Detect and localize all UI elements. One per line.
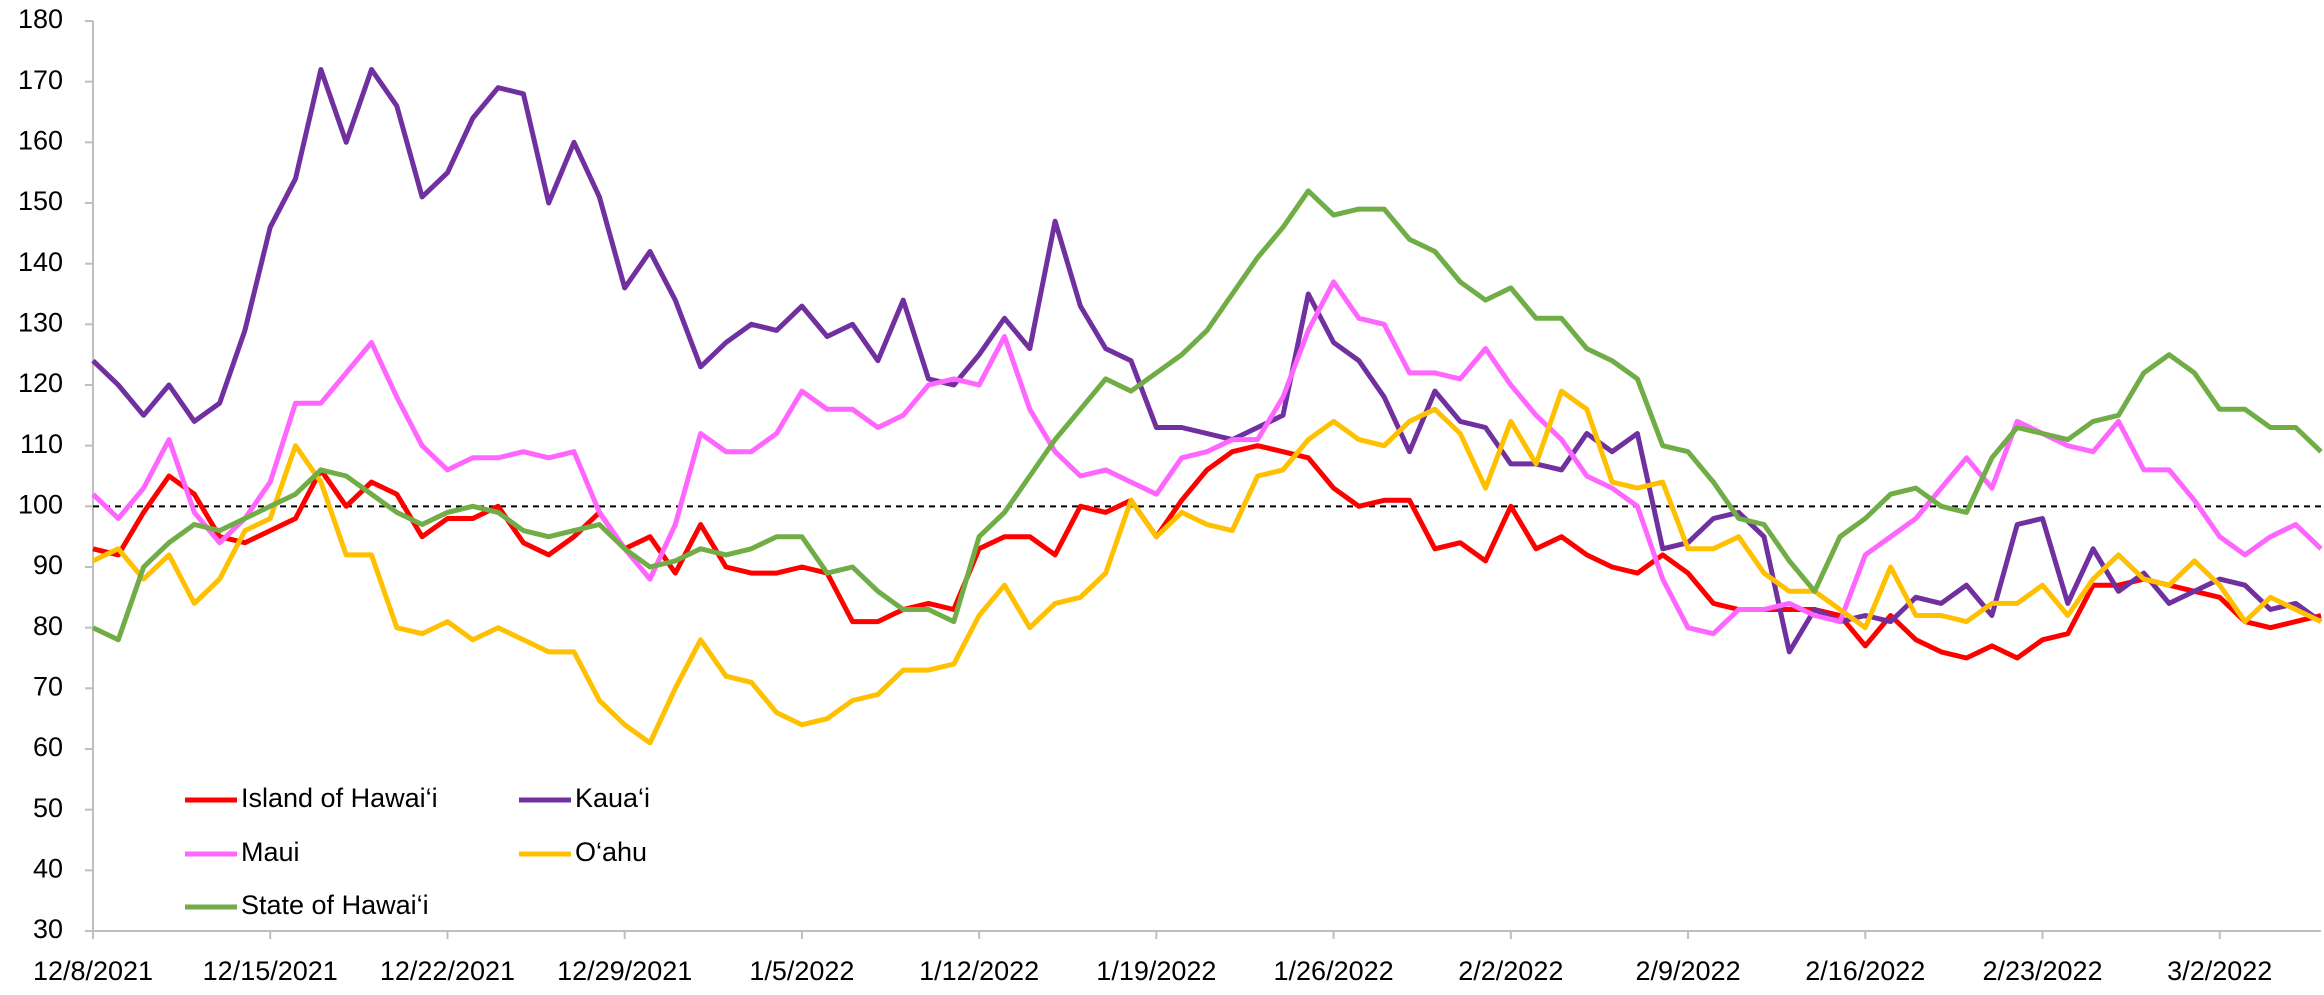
y-tick-label: 160 [18, 125, 63, 155]
x-tick-label: 1/12/2022 [919, 956, 1039, 986]
x-tick-label: 12/29/2021 [557, 956, 692, 986]
y-tick-label: 130 [18, 307, 63, 337]
y-tick-label: 80 [33, 611, 63, 641]
y-tick-label: 150 [18, 186, 63, 216]
x-tick-label: 1/19/2022 [1096, 956, 1216, 986]
y-tick-label: 60 [33, 732, 63, 762]
x-tick-label: 12/22/2021 [380, 956, 515, 986]
x-tick-label: 2/2/2022 [1458, 956, 1563, 986]
series-line [91, 388, 2323, 746]
y-tick-label: 50 [33, 793, 63, 823]
x-tick-label: 3/2/2022 [2167, 956, 2272, 986]
legend-label: Island of Hawai‘i [241, 783, 438, 813]
y-tick-label: 180 [18, 4, 63, 34]
series-line [91, 67, 2323, 655]
y-tick-label: 70 [33, 671, 63, 701]
legend-label: Kaua‘i [575, 783, 650, 813]
x-tick-label: 1/26/2022 [1274, 956, 1394, 986]
series-line [91, 188, 2323, 643]
legend-label: State of Hawai‘i [241, 890, 429, 920]
series-line [91, 279, 2323, 637]
x-tick-label: 2/9/2022 [1635, 956, 1740, 986]
y-tick-label: 170 [18, 65, 63, 95]
y-tick-label: 110 [20, 429, 63, 459]
y-tick-label: 140 [18, 247, 63, 277]
y-tick-label: 30 [33, 914, 63, 944]
x-tick-label: 12/8/2021 [33, 956, 153, 986]
x-tick-label: 2/16/2022 [1805, 956, 1925, 986]
x-tick-label: 1/5/2022 [749, 956, 854, 986]
y-tick-label: 90 [33, 550, 63, 580]
x-tick-label: 12/15/2021 [203, 956, 338, 986]
y-tick-label: 100 [18, 489, 63, 519]
y-tick-label: 40 [33, 853, 63, 883]
legend-label: Maui [241, 837, 300, 867]
y-tick-label: 120 [18, 368, 63, 398]
x-tick-label: 2/23/2022 [1982, 956, 2102, 986]
legend-label: O‘ahu [575, 837, 647, 867]
series-line [92, 443, 2322, 661]
